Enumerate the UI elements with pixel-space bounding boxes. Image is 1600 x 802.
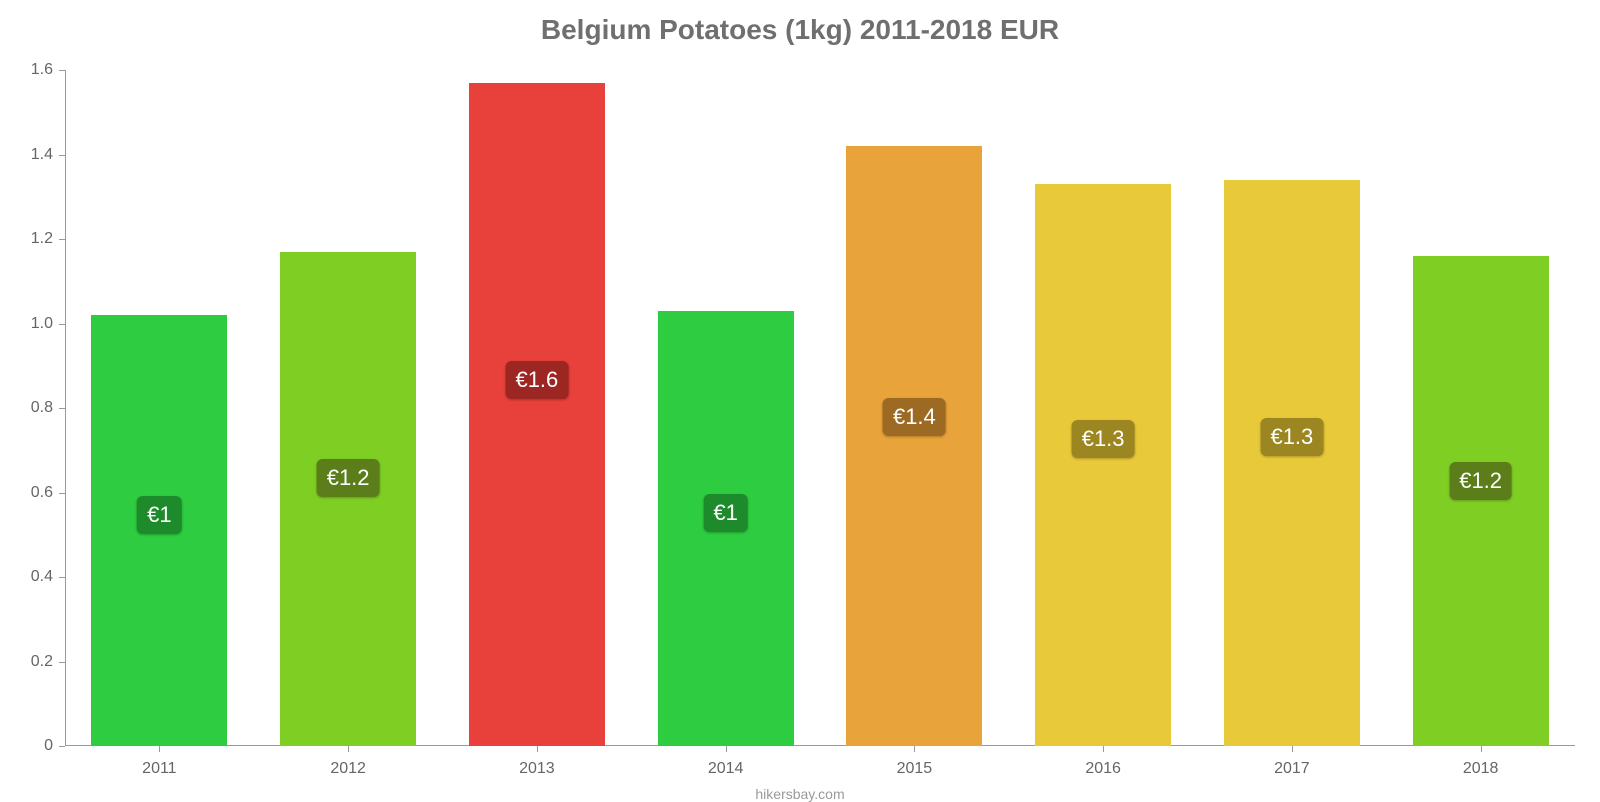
y-tick-mark [59,408,65,409]
bar [846,146,982,746]
y-tick-label: 0 [13,737,53,755]
x-tick-mark [159,746,160,752]
y-tick-mark [59,155,65,156]
x-tick-label: 2018 [1463,760,1499,778]
bar-value-badge: €1.4 [883,398,946,436]
bar-chart: Belgium Potatoes (1kg) 2011-2018 EUR 00.… [0,0,1600,800]
y-tick-label: 0.2 [13,653,53,671]
x-tick-mark [726,746,727,752]
y-tick-mark [59,324,65,325]
chart-title: Belgium Potatoes (1kg) 2011-2018 EUR [0,14,1600,46]
x-tick-mark [1103,746,1104,752]
bar-value-badge: €1.2 [1449,462,1512,500]
y-tick-mark [59,70,65,71]
x-tick-label: 2017 [1274,760,1310,778]
x-tick-mark [348,746,349,752]
x-tick-label: 2016 [1085,760,1121,778]
y-tick-mark [59,239,65,240]
x-tick-mark [1292,746,1293,752]
x-tick-label: 2011 [142,760,176,778]
y-tick-label: 0.4 [13,568,53,586]
bar-value-badge: €1.2 [317,459,380,497]
bar [1224,180,1360,746]
plot-area: 00.20.40.60.81.01.21.41.6€12011€1.22012€… [65,70,1575,746]
y-tick-label: 0.8 [13,399,53,417]
x-tick-mark [1481,746,1482,752]
bar-value-badge: €1.3 [1260,418,1323,456]
y-tick-label: 1.2 [13,230,53,248]
bar-value-badge: €1 [703,494,747,532]
x-tick-mark [537,746,538,752]
bar [280,252,416,746]
y-tick-label: 1.6 [13,61,53,79]
bar [1413,256,1549,746]
y-tick-mark [59,577,65,578]
bar-value-badge: €1.3 [1072,420,1135,458]
bar [469,83,605,746]
y-tick-label: 1.0 [13,315,53,333]
x-tick-label: 2014 [708,760,744,778]
x-tick-label: 2015 [897,760,933,778]
x-tick-label: 2013 [519,760,555,778]
y-tick-mark [59,662,65,663]
y-tick-label: 0.6 [13,484,53,502]
y-tick-mark [59,493,65,494]
bar [1035,184,1171,746]
y-tick-label: 1.4 [13,146,53,164]
y-axis [65,70,66,746]
bar-value-badge: €1 [137,496,181,534]
bar-value-badge: €1.6 [505,361,568,399]
x-tick-mark [914,746,915,752]
x-tick-label: 2012 [330,760,366,778]
y-tick-mark [59,746,65,747]
